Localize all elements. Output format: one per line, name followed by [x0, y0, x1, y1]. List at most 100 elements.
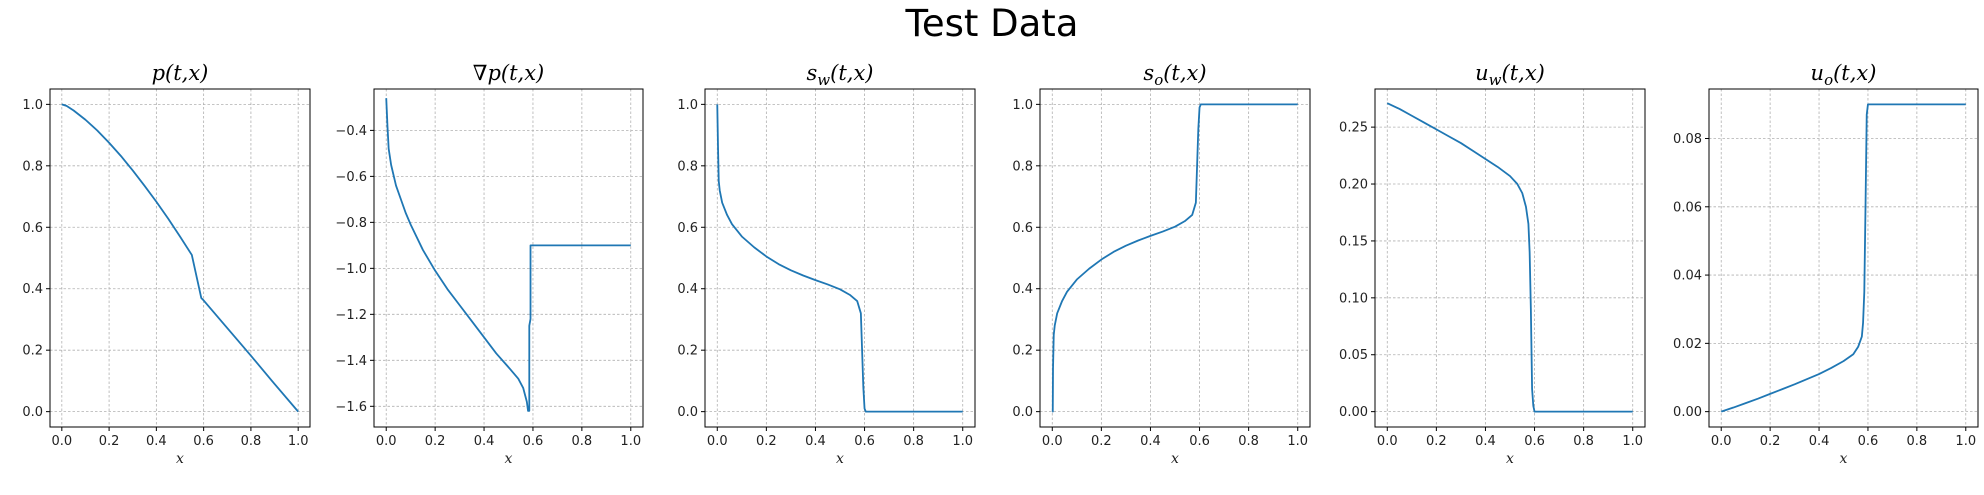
subplot-5: 0.0 0.2 0.4 0.6 0.8 1.0 0.00 0.05 0.10 0.15 0.20 0.…	[1339, 61, 1646, 467]
y-tick-label: 0.00	[1339, 405, 1368, 420]
data-line	[385, 98, 631, 412]
y-tick-label: 0.4	[22, 282, 43, 297]
x-axis-label: x	[1171, 451, 1179, 467]
data-line	[1386, 102, 1633, 413]
x-tick-label: 1.0	[1287, 434, 1308, 449]
x-tick-label: 1.0	[620, 434, 641, 449]
y-tick-label: 1.0	[677, 98, 698, 113]
x-tick-label: 0.4	[1809, 434, 1830, 449]
x-tick-label: 0.4	[1140, 434, 1161, 449]
y-tick-label: 0.2	[22, 344, 43, 359]
x-tick-label: 0.2	[1091, 434, 1112, 449]
y-tick-label: 0.08	[1673, 132, 1702, 147]
y-tick-label: 0.15	[1339, 234, 1368, 249]
x-axis-label: x	[505, 451, 513, 467]
x-tick-label: 0.4	[146, 434, 167, 449]
x-tick-label: 0.4	[474, 434, 495, 449]
y-tick-label: −0.6	[335, 170, 367, 185]
panel-title: uw(t,x)	[1475, 61, 1545, 89]
x-tick-label: 0.8	[1573, 434, 1594, 449]
x-axis-label: x	[1840, 451, 1848, 467]
x-tick-label: 0.6	[1858, 434, 1879, 449]
y-tick-label: 1.0	[1012, 98, 1033, 113]
y-tick-label: 0.8	[1012, 159, 1033, 174]
x-tick-label: 0.8	[903, 434, 924, 449]
data-line	[1051, 103, 1298, 413]
y-tick-label: −1.2	[335, 308, 367, 323]
x-tick-label: 0.0	[707, 434, 728, 449]
x-tick-label: 0.6	[1189, 434, 1210, 449]
x-tick-label: 0.4	[1475, 434, 1496, 449]
x-tick-label: 0.8	[572, 434, 593, 449]
y-tick-label: 0.0	[677, 405, 698, 420]
y-tick-label: 0.05	[1339, 348, 1368, 363]
axes-frame	[1374, 88, 1646, 428]
x-tick-label: 0.6	[193, 434, 214, 449]
x-tick-label: 0.0	[1042, 434, 1063, 449]
x-tick-label: 0.8	[1238, 434, 1259, 449]
y-tick-label: 0.20	[1339, 178, 1368, 193]
data-line	[1720, 103, 1966, 413]
axes-frame	[49, 88, 311, 428]
y-tick-label: 0.0	[1012, 405, 1033, 420]
subplot-4: 0.0 0.2 0.4 0.6 0.8 1.0 0.0 0.2 0.4 0.6 0.8 1.0 x so(…	[1012, 61, 1311, 467]
axes-frame	[704, 88, 976, 428]
x-tick-label: 0.2	[425, 434, 446, 449]
x-axis-label: x	[836, 451, 844, 467]
y-tick-label: −1.6	[335, 400, 367, 415]
x-tick-label: 0.2	[99, 434, 120, 449]
x-tick-label: 0.4	[805, 434, 826, 449]
y-tick-label: 0.04	[1673, 269, 1702, 284]
y-tick-label: 0.6	[22, 221, 43, 236]
axes-frame	[1708, 88, 1979, 428]
y-tick-label: 0.06	[1673, 200, 1702, 215]
y-tick-label: 0.8	[677, 159, 698, 174]
x-tick-label: 0.2	[756, 434, 777, 449]
x-tick-label: 1.0	[1955, 434, 1976, 449]
x-tick-label: 0.2	[1760, 434, 1781, 449]
data-line	[716, 104, 963, 413]
y-tick-label: −1.4	[335, 354, 367, 369]
panel-title: p(t,x)	[152, 61, 209, 85]
panel-title: ∇p(t,x)	[473, 61, 544, 85]
y-tick-label: 0.02	[1673, 337, 1702, 352]
x-tick-label: 1.0	[952, 434, 973, 449]
y-tick-label: 0.6	[677, 221, 698, 236]
x-tick-label: 0.0	[51, 434, 72, 449]
x-tick-label: 0.8	[1907, 434, 1928, 449]
y-tick-label: 0.00	[1673, 405, 1702, 420]
x-tick-label: 0.0	[1711, 434, 1732, 449]
data-line	[61, 103, 299, 413]
x-axis-label: x	[176, 451, 184, 467]
x-tick-label: 1.0	[1622, 434, 1643, 449]
y-tick-label: 0.8	[22, 159, 43, 174]
panel-title: sw(t,x)	[807, 61, 874, 89]
y-tick-label: 1.0	[22, 98, 43, 113]
y-tick-label: 0.4	[1012, 282, 1033, 297]
y-tick-label: 0.6	[1012, 221, 1033, 236]
x-tick-label: 0.0	[1377, 434, 1398, 449]
x-tick-label: 0.0	[376, 434, 397, 449]
axes-frame	[1039, 88, 1311, 428]
x-tick-label: 0.6	[1524, 434, 1545, 449]
subplot-2: 0.0 0.2 0.4 0.6 0.8 1.0 −1.6 −1.4 −1.2 −1.0 −0.8 −0…	[335, 61, 644, 467]
y-tick-label: 0.25	[1339, 121, 1368, 136]
x-axis-label: x	[1506, 451, 1514, 467]
y-tick-label: 0.4	[677, 282, 698, 297]
subplot-6: 0.0 0.2 0.4 0.6 0.8 1.0 0.00 0.02 0.04 0.06 0.08 x u…	[1673, 61, 1979, 467]
x-tick-label: 1.0	[288, 434, 309, 449]
panel-title: uo(t,x)	[1811, 61, 1877, 89]
y-tick-label: −0.4	[335, 124, 367, 139]
y-tick-label: 0.10	[1339, 291, 1368, 306]
y-tick-label: −0.8	[335, 216, 367, 231]
panel-title: so(t,x)	[1143, 61, 1206, 89]
figure-title: Test Data	[905, 2, 1079, 45]
x-tick-label: 0.8	[241, 434, 262, 449]
x-tick-label: 0.6	[523, 434, 544, 449]
x-tick-label: 0.6	[854, 434, 875, 449]
x-tick-label: 0.2	[1426, 434, 1447, 449]
y-tick-label: 0.2	[1012, 344, 1033, 359]
subplot-1: 0.0 0.2 0.4 0.6 0.8 1.0 0.0 0.2 0.4 0.6 0.8 1.0 x p(t…	[22, 61, 311, 467]
